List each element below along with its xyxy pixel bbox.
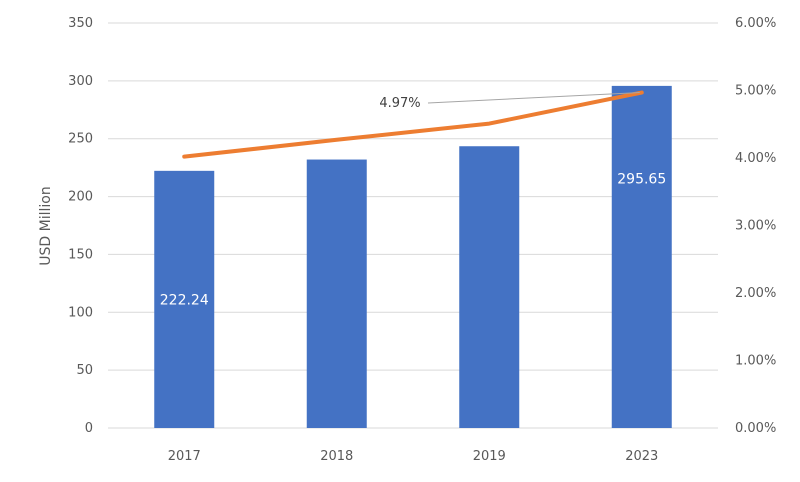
x-tick-label: 2017 bbox=[168, 449, 201, 464]
line-series bbox=[182, 90, 644, 159]
y2-tick-label: 6.00% bbox=[735, 16, 776, 31]
y2-tick-label: 1.00% bbox=[735, 354, 776, 369]
y-tick-label: 300 bbox=[68, 74, 93, 89]
y-tick-label: 350 bbox=[68, 16, 93, 31]
y-tick-label: 100 bbox=[68, 305, 93, 320]
x-tick-label: 2023 bbox=[625, 449, 658, 464]
y2-tick-label: 4.00% bbox=[735, 151, 776, 166]
bar-data-label: 222.24 bbox=[160, 292, 209, 308]
y-tick-label: 200 bbox=[68, 190, 93, 205]
bar bbox=[154, 170, 215, 428]
bar bbox=[459, 146, 520, 428]
y-tick-label: 0 bbox=[85, 421, 93, 436]
y-axis-title: USD Million bbox=[38, 186, 54, 265]
bar bbox=[611, 85, 672, 428]
callout-label: 4.97% bbox=[379, 96, 420, 111]
y2-tick-label: 5.00% bbox=[735, 84, 776, 99]
x-tick-label: 2018 bbox=[320, 449, 353, 464]
y-tick-label: 50 bbox=[76, 363, 93, 378]
y2-tick-label: 2.00% bbox=[735, 286, 776, 301]
data-labels: 222.24 295.65 4.97% bbox=[160, 92, 666, 308]
callout-leader-line bbox=[427, 92, 640, 104]
bar-data-label: 295.65 bbox=[617, 171, 666, 187]
axes: 0 50 100 150 200 250 300 350 0.00% 1.00% 2.00% 3.00… bbox=[68, 16, 776, 464]
y-tick-label: 150 bbox=[68, 247, 93, 262]
bar bbox=[306, 159, 367, 429]
y2-tick-label: 3.00% bbox=[735, 219, 776, 234]
bar-series bbox=[154, 85, 672, 429]
x-tick-label: 2019 bbox=[473, 449, 506, 464]
y-tick-label: 250 bbox=[68, 132, 93, 147]
growth-line bbox=[182, 90, 644, 159]
y2-tick-label: 0.00% bbox=[735, 421, 776, 436]
